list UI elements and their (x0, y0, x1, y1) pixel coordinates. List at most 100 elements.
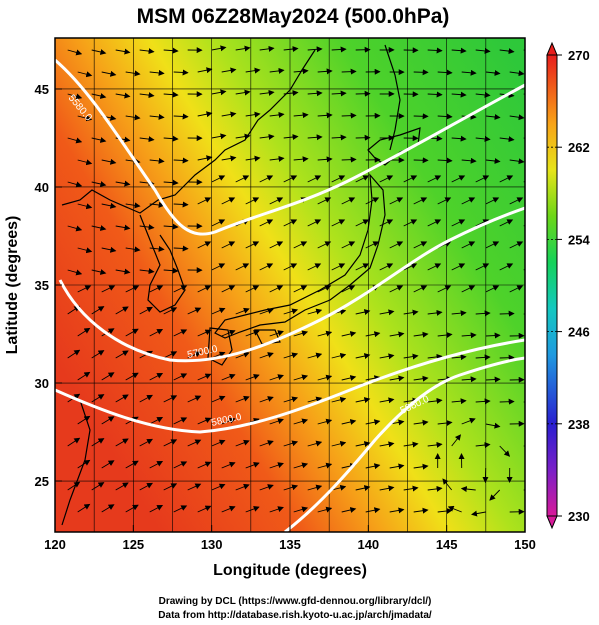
wind-arrow (475, 175, 490, 183)
wind-arrow (509, 114, 525, 121)
wind-arrow (211, 307, 226, 315)
wind-arrow (221, 67, 237, 74)
wind-arrow (221, 111, 237, 118)
contour-5700 (58, 206, 525, 363)
wind-arrow (442, 478, 453, 491)
wind-arrow (341, 112, 357, 119)
wind-arrow (149, 201, 165, 208)
wind-arrow (221, 329, 236, 337)
wind-arrow (499, 445, 511, 457)
x-tick-label: 145 (436, 537, 458, 552)
wind-arrow (67, 437, 81, 447)
wind-arrow (283, 484, 299, 491)
wind-arrow (293, 156, 309, 163)
wind-arrow (101, 416, 115, 425)
wind-arrow (341, 285, 356, 293)
wind-arrow (317, 156, 333, 163)
wind-arrow (475, 398, 491, 405)
wind-arrow (317, 506, 333, 513)
colorbar-tick-label: 230 (568, 509, 590, 524)
wind-arrow (427, 397, 443, 404)
wind-arrow (283, 134, 299, 141)
wind-arrow (91, 438, 105, 447)
wind-arrow (187, 351, 202, 359)
wind-arrow (269, 506, 284, 513)
wind-arrow (437, 69, 453, 76)
wind-arrow (91, 225, 107, 231)
wind-arrow (211, 175, 226, 183)
wind-arrow (173, 201, 189, 208)
wind-arrow (269, 330, 284, 337)
contour-5880 (284, 356, 525, 532)
wind-arrow (379, 263, 394, 271)
wind-arrow (403, 441, 419, 448)
wind-arrow (221, 461, 236, 469)
wind-arrow (91, 49, 107, 55)
wind-arrow (77, 71, 93, 78)
wind-arrow (307, 90, 323, 97)
wind-arrow (499, 398, 515, 405)
wind-arrow (125, 246, 141, 253)
wind-arrow (331, 352, 347, 359)
wind-arrow (475, 47, 491, 54)
wind-arrow (499, 263, 514, 271)
wind-arrow (437, 157, 453, 164)
wind-arrow (221, 197, 236, 205)
wind-arrow (413, 331, 429, 338)
wind-arrow (259, 133, 275, 140)
wind-arrow (197, 285, 212, 293)
wind-arrow (341, 68, 357, 75)
wind-arrow (269, 418, 284, 425)
wind-arrow (293, 462, 309, 469)
wind-arrow (307, 46, 323, 53)
wind-arrow (197, 155, 213, 162)
wind-arrow (447, 505, 462, 513)
coastline-shikoku (254, 329, 281, 345)
wind-arrow (245, 67, 261, 74)
wind-arrow (331, 175, 346, 183)
wind-arrow (67, 49, 83, 56)
wind-arrow (101, 70, 117, 77)
wind-arrow (475, 354, 491, 361)
wind-arrow (139, 136, 155, 143)
wind-arrow (331, 90, 347, 97)
wind-arrow (115, 482, 129, 491)
wind-arrow (475, 442, 491, 449)
wind-arrow (211, 219, 226, 227)
wind-arrow (235, 45, 251, 52)
wind-arrow (125, 202, 141, 209)
wind-arrow (485, 285, 500, 293)
wind-arrow (534, 160, 548, 162)
wind-arrow (163, 307, 178, 315)
wind-arrow (259, 89, 275, 96)
wind-arrow (211, 133, 227, 140)
coastline-honshu (214, 173, 386, 339)
wind-arrow (534, 72, 548, 74)
wind-arrow (403, 263, 418, 271)
wind-arrow (139, 224, 155, 231)
wind-arrow (259, 175, 274, 183)
wind-arrow (77, 203, 93, 210)
wind-arrow (139, 92, 155, 99)
wind-arrow (221, 505, 236, 513)
wind-arrow (461, 285, 476, 293)
wind-arrow (221, 417, 236, 425)
wind-arrow (173, 285, 188, 293)
wind-arrow (427, 309, 443, 316)
wind-arrow (451, 219, 466, 227)
wind-arrow (235, 263, 250, 271)
wind-arrow (173, 505, 188, 513)
wind-arrow (101, 372, 115, 381)
wind-arrow (293, 68, 309, 75)
wind-arrow (341, 419, 357, 425)
wind-arrow (403, 219, 418, 227)
wind-arrow (437, 113, 453, 120)
wind-arrow (163, 351, 178, 359)
wind-arrow (269, 462, 284, 469)
wind-arrow (139, 482, 153, 491)
wind-arrow (389, 507, 405, 514)
wind-arrow (101, 460, 115, 469)
wind-arrow (259, 440, 274, 447)
wind-arrow (307, 219, 322, 227)
wind-arrow (317, 285, 332, 293)
